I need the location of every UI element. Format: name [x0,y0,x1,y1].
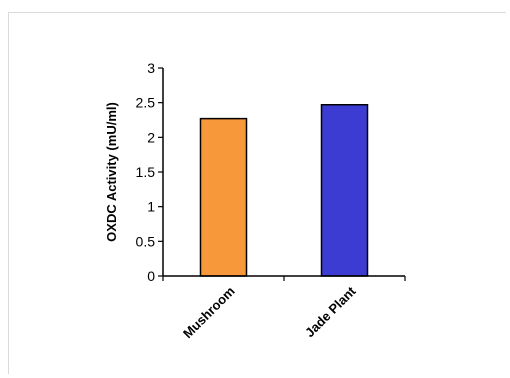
bars [199,103,369,277]
x-axis-categories: Mushroom Jade Plant [162,276,406,342]
y-tick-label: 2.5 [136,95,156,111]
y-tick-label: 1.5 [136,164,156,180]
y-tick-label: 1 [147,199,155,215]
y-tick-label: 0.5 [136,233,156,249]
y-tick-label: 0 [147,268,155,284]
y-tick-label: 2 [147,129,155,145]
bar-jade-plant [320,103,369,277]
x-category-label: Mushroom [180,284,238,342]
y-tick-label: 3 [147,60,155,76]
y-axis-title: OXDC Activity (mU/ml) [104,102,119,242]
x-category-label: Jade Plant [302,283,359,340]
bar-mushroom [199,117,248,277]
chart-frame [8,12,506,374]
y-axis-ticks: 0 0.5 1 1.5 2 2.5 3 [136,60,163,284]
